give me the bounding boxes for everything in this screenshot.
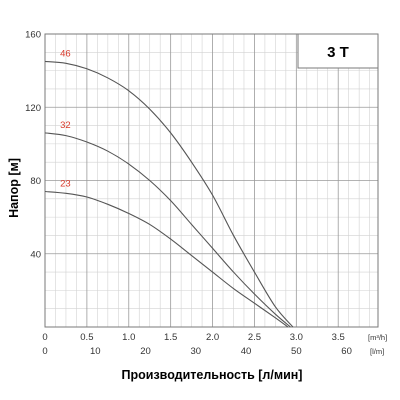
- series-curve-23: [44, 190, 289, 328]
- series-label-23: 23: [60, 178, 71, 189]
- x-tick-label-m3h: 3.0: [290, 332, 303, 343]
- series-labels: 46 32 23: [60, 48, 71, 189]
- x-tick-label-m3h: 1.0: [122, 332, 135, 343]
- x-tick-label-lmin: 20: [140, 346, 151, 357]
- y-tick-label: 80: [30, 176, 41, 187]
- y-tick-labels: 40 80 120 160: [25, 30, 41, 261]
- chart-title: 3 T: [327, 44, 349, 61]
- x-tick-label-m3h: 0: [42, 332, 47, 343]
- y-axis-label: Напор [м]: [7, 158, 21, 218]
- x-tick-label-m3h: 0.5: [80, 332, 93, 343]
- x-tick-label-m3h: 2.0: [206, 332, 219, 343]
- x-unit-m3h: [m³/h]: [368, 333, 387, 342]
- x-unit-lmin: [l/m]: [370, 347, 384, 356]
- x-tick-label-lmin: 0: [42, 346, 47, 357]
- y-tick-label: 120: [25, 103, 41, 114]
- x-tick-label-lmin: 50: [291, 346, 302, 357]
- x-tick-label-lmin: 60: [341, 346, 352, 357]
- x-tick-labels-lmin: 0 10 20 30 40 50 60: [42, 346, 352, 357]
- x-tick-label-lmin: 30: [191, 346, 202, 357]
- x-tick-labels-m3h: 0 0.5 1.0 1.5 2.0 2.5 3.0 3.5: [42, 332, 344, 343]
- x-axis-label: Производительность [л/мин]: [122, 368, 303, 382]
- major-grid: [45, 34, 378, 327]
- x-tick-label-m3h: 2.5: [248, 332, 261, 343]
- x-tick-label-m3h: 3.5: [332, 332, 345, 343]
- x-tick-label-lmin: 40: [241, 346, 252, 357]
- title-box: 3 T: [297, 33, 379, 69]
- y-tick-label: 40: [30, 249, 41, 260]
- x-tick-label-lmin: 10: [90, 346, 101, 357]
- y-tick-label: 160: [25, 30, 41, 41]
- series-label-46: 46: [60, 48, 71, 59]
- series-curves: [44, 60, 294, 328]
- series-label-32: 32: [60, 120, 71, 131]
- plot-frame: [44, 33, 379, 328]
- x-tick-label-m3h: 1.5: [164, 332, 177, 343]
- series-curve-32: [44, 132, 291, 328]
- series-curve-46: [44, 60, 294, 328]
